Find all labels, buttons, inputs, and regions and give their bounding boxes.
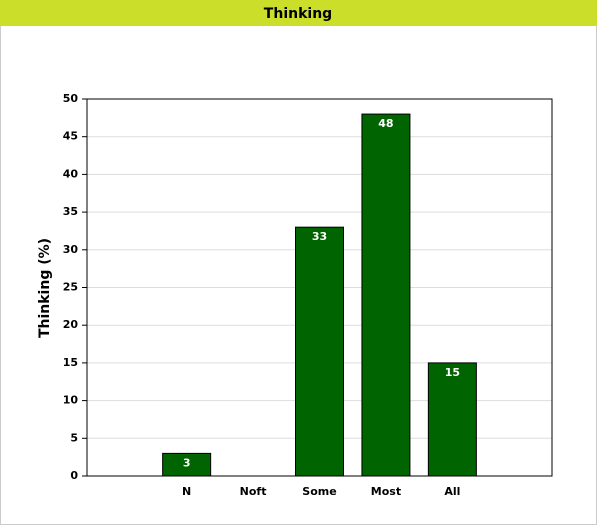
y-tick-label: 10 [63,394,79,407]
x-tick-label: Some [302,485,336,498]
y-axis-label: Thinking (%) [37,238,53,338]
y-tick-label: 35 [63,205,78,218]
y-tick-label: 15 [63,356,78,369]
bar [361,113,411,477]
x-tick-label: All [444,485,460,498]
value-label: 48 [378,117,393,130]
x-tick-label: Most [371,485,401,498]
y-tick-label: 45 [63,130,78,143]
y-tick-label: 30 [63,243,79,256]
bar [427,362,477,477]
y-tick-label: 40 [63,167,79,180]
value-label: 33 [312,230,327,243]
bar [162,452,212,477]
y-tick-label: 5 [70,431,78,444]
y-tick-label: 0 [70,469,78,482]
x-tick-label: N [182,485,191,498]
value-label: 15 [445,366,460,379]
chart-title: Thinking [264,6,332,22]
y-tick-label: 25 [63,281,78,294]
value-label: 3 [183,456,191,469]
y-tick-label: 20 [63,318,79,331]
x-tick-label: Noft [240,485,267,498]
bar [295,226,344,477]
y-tick-label: 50 [63,92,79,105]
header-bar [0,0,597,26]
